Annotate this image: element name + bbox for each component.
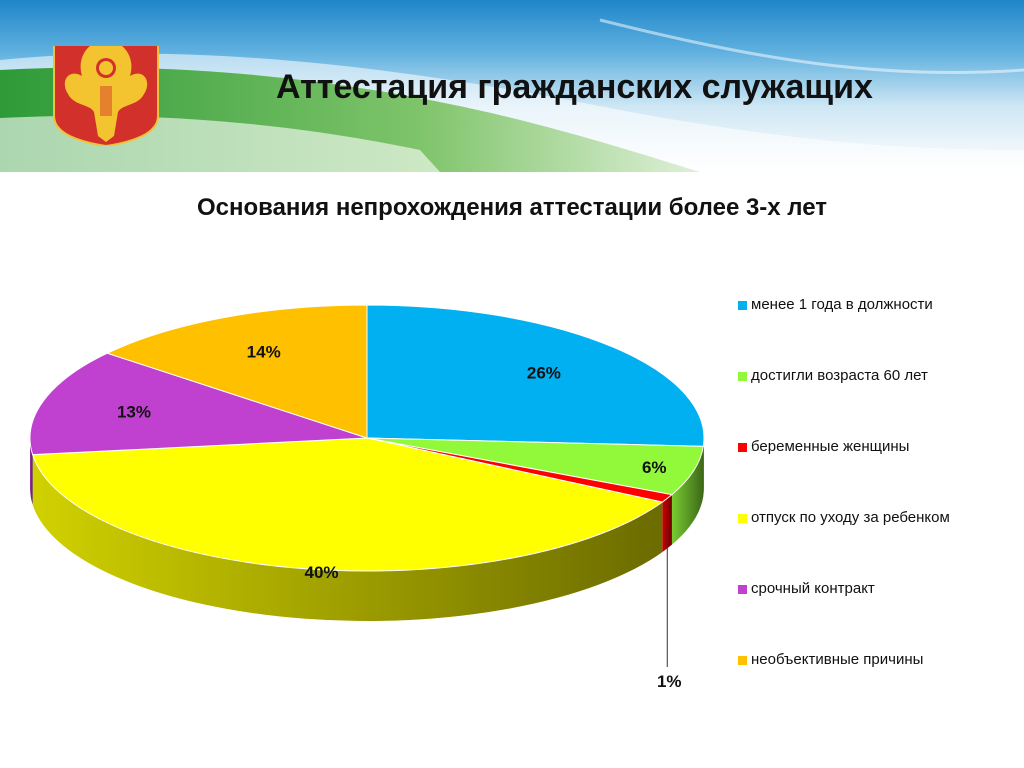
pie-data-label-2: 1% — [657, 672, 682, 691]
legend-label: менее 1 года в должности — [751, 296, 933, 313]
pie-side-3 — [32, 454, 663, 621]
pie-data-label-0: 26% — [527, 363, 561, 382]
pie-data-label-1: 6% — [642, 458, 667, 477]
legend-item-0: менее 1 года в должности — [738, 296, 1018, 367]
legend-label: срочный контракт — [751, 580, 875, 597]
pie-side-1 — [671, 446, 704, 545]
pie-slice-0 — [366, 304, 705, 447]
legend-item-5: необъективные причины — [738, 651, 1018, 722]
legend-swatch — [738, 301, 747, 310]
legend-swatch — [738, 443, 747, 452]
pie-side-2 — [662, 494, 672, 553]
legend-swatch — [738, 585, 747, 594]
komi-coat-of-arms-icon — [53, 46, 159, 146]
legend-item-4: срочный контракт — [738, 580, 1018, 651]
legend-swatch — [738, 656, 747, 665]
header-banner: Аттестация гражданских служащих — [0, 0, 1024, 172]
pie-slice-1 — [366, 437, 704, 496]
pie-slice-5 — [105, 304, 368, 439]
legend-label: достигли возраста 60 лет — [751, 367, 928, 384]
legend-label: отпуск по уходу за ребенком — [751, 509, 950, 526]
legend-swatch — [738, 372, 747, 381]
pie-data-label-3: 40% — [305, 563, 339, 582]
legend-item-3: отпуск по уходу за ребенком — [738, 509, 1018, 580]
legend-label: необъективные причины — [751, 651, 924, 668]
legend-label: беременные женщины — [751, 438, 910, 455]
pie-data-label-4: 13% — [117, 402, 151, 421]
legend-item-2: беременные женщины — [738, 438, 1018, 509]
pie-slice-3 — [31, 437, 664, 572]
legend-swatch — [738, 514, 747, 523]
slide-title: Аттестация гражданских служащих — [276, 68, 873, 106]
chart-title: Основания непрохождения аттестации более… — [196, 194, 828, 221]
legend-item-1: достигли возраста 60 лет — [738, 367, 1018, 438]
pie-side-4 — [30, 438, 33, 505]
pie-data-label-5: 14% — [247, 342, 281, 361]
pie-side-0 — [703, 438, 704, 497]
pie-slice-4 — [29, 352, 368, 456]
chart-legend: менее 1 года в должности достигли возраст… — [738, 296, 1018, 722]
